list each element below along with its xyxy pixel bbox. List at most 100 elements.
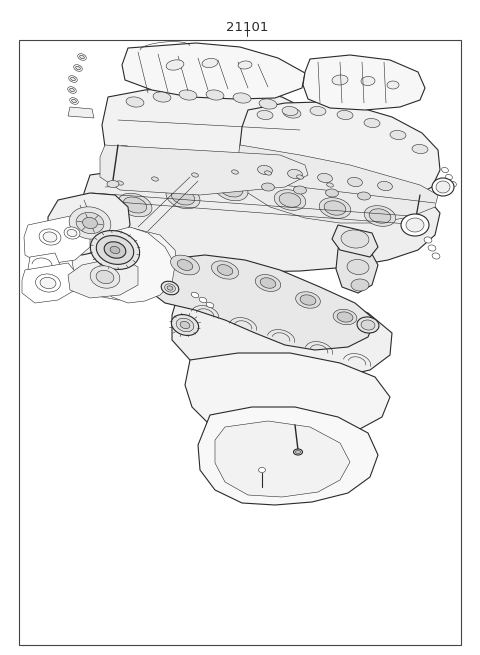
Ellipse shape (152, 177, 158, 181)
Ellipse shape (333, 309, 357, 325)
Ellipse shape (406, 218, 424, 232)
Ellipse shape (258, 166, 273, 175)
Ellipse shape (409, 223, 421, 231)
Ellipse shape (74, 65, 82, 71)
Ellipse shape (165, 284, 175, 292)
Ellipse shape (69, 76, 77, 83)
Ellipse shape (43, 232, 57, 242)
Ellipse shape (110, 246, 120, 253)
Polygon shape (24, 215, 90, 265)
Ellipse shape (170, 255, 199, 275)
Polygon shape (68, 107, 94, 118)
Ellipse shape (209, 155, 227, 166)
Ellipse shape (337, 111, 353, 119)
Polygon shape (48, 193, 130, 255)
Ellipse shape (361, 77, 375, 86)
Ellipse shape (445, 174, 452, 179)
Polygon shape (148, 255, 375, 350)
Ellipse shape (179, 157, 197, 169)
Ellipse shape (318, 174, 333, 183)
Ellipse shape (118, 145, 132, 155)
Ellipse shape (432, 253, 440, 259)
Ellipse shape (119, 161, 137, 173)
Ellipse shape (90, 266, 120, 288)
Ellipse shape (180, 322, 190, 329)
Polygon shape (102, 87, 312, 177)
Ellipse shape (179, 90, 197, 100)
Ellipse shape (78, 54, 86, 60)
Ellipse shape (288, 170, 302, 179)
Ellipse shape (83, 217, 97, 229)
Ellipse shape (347, 259, 369, 274)
Ellipse shape (219, 181, 243, 197)
Ellipse shape (211, 261, 239, 279)
Ellipse shape (412, 145, 428, 153)
Ellipse shape (326, 183, 334, 187)
Ellipse shape (296, 451, 300, 453)
Ellipse shape (171, 314, 199, 335)
Ellipse shape (161, 281, 179, 295)
Ellipse shape (126, 97, 144, 107)
Ellipse shape (238, 61, 252, 69)
Ellipse shape (442, 168, 448, 173)
Ellipse shape (337, 312, 353, 322)
Polygon shape (336, 240, 378, 293)
Polygon shape (72, 227, 178, 300)
Ellipse shape (324, 201, 346, 215)
Ellipse shape (167, 286, 173, 290)
Ellipse shape (293, 186, 307, 194)
Ellipse shape (76, 66, 80, 69)
Ellipse shape (104, 242, 126, 258)
Ellipse shape (153, 92, 171, 102)
Ellipse shape (283, 108, 301, 118)
Polygon shape (332, 225, 378, 257)
Polygon shape (28, 253, 60, 273)
Ellipse shape (68, 86, 76, 93)
Ellipse shape (39, 229, 61, 245)
Polygon shape (240, 102, 440, 210)
Ellipse shape (390, 130, 406, 140)
Ellipse shape (282, 107, 298, 115)
Ellipse shape (428, 245, 436, 251)
Ellipse shape (424, 237, 432, 243)
Ellipse shape (188, 151, 202, 160)
Ellipse shape (206, 302, 214, 308)
Ellipse shape (364, 206, 396, 227)
Ellipse shape (177, 259, 192, 271)
Ellipse shape (64, 227, 80, 239)
Ellipse shape (199, 297, 207, 303)
Ellipse shape (325, 189, 338, 197)
Ellipse shape (118, 193, 152, 217)
Ellipse shape (90, 231, 140, 269)
Polygon shape (185, 353, 390, 439)
Ellipse shape (191, 292, 199, 298)
Ellipse shape (171, 189, 195, 205)
Text: 21101: 21101 (226, 21, 268, 34)
Ellipse shape (361, 320, 375, 330)
Ellipse shape (153, 149, 167, 158)
Ellipse shape (332, 75, 348, 85)
Ellipse shape (206, 90, 224, 100)
Ellipse shape (401, 214, 429, 236)
Ellipse shape (117, 181, 123, 185)
Ellipse shape (149, 159, 167, 171)
Ellipse shape (450, 181, 456, 187)
Ellipse shape (96, 271, 114, 284)
Ellipse shape (176, 318, 194, 332)
Ellipse shape (233, 93, 251, 103)
Ellipse shape (70, 88, 74, 92)
Polygon shape (172, 287, 392, 380)
Ellipse shape (72, 100, 76, 103)
Polygon shape (100, 145, 308, 195)
Ellipse shape (262, 183, 275, 191)
Ellipse shape (300, 295, 316, 305)
Ellipse shape (96, 236, 134, 265)
Ellipse shape (70, 98, 78, 104)
Ellipse shape (264, 171, 271, 175)
Ellipse shape (192, 173, 198, 177)
Polygon shape (198, 407, 378, 505)
Ellipse shape (202, 58, 218, 67)
Ellipse shape (214, 178, 248, 201)
Ellipse shape (274, 190, 306, 210)
Ellipse shape (231, 170, 239, 174)
